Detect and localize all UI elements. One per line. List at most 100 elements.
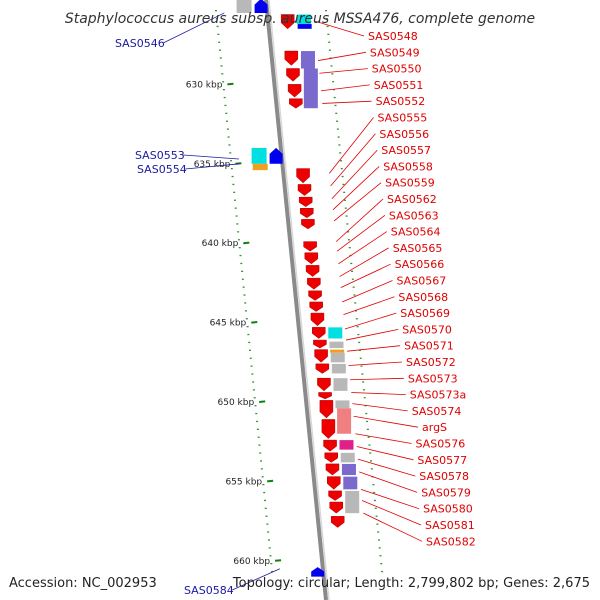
gene-label[interactable]: SAS0557 bbox=[381, 144, 431, 157]
gene-label[interactable]: SAS0548 bbox=[368, 30, 418, 43]
gene-label[interactable]: SAS0576 bbox=[416, 438, 466, 451]
gene-label-reverse[interactable]: SAS0553 bbox=[135, 149, 185, 162]
gene-label[interactable]: SAS0556 bbox=[379, 128, 429, 141]
gene-label[interactable]: SAS0581 bbox=[425, 519, 475, 532]
topology-text: Topology: circular; Length: 2,799,802 bp… bbox=[232, 576, 590, 591]
guide-dot bbox=[260, 460, 263, 462]
guide-dot bbox=[380, 563, 383, 565]
gene-label[interactable]: SAS0566 bbox=[395, 258, 445, 271]
label-leader bbox=[322, 100, 372, 104]
label-leader bbox=[329, 117, 374, 174]
guide-dot bbox=[230, 160, 233, 162]
guide-dot bbox=[262, 484, 265, 486]
guide-dot bbox=[269, 555, 272, 557]
gene-arrow bbox=[319, 400, 334, 419]
guide-dot bbox=[334, 104, 337, 107]
gene-label[interactable]: SAS0582 bbox=[426, 535, 476, 548]
gene-label[interactable]: SAS0552 bbox=[376, 95, 426, 108]
guide-dot bbox=[227, 136, 230, 138]
gene-arrow bbox=[308, 290, 322, 301]
guide-dot bbox=[258, 444, 261, 446]
label-leader bbox=[339, 247, 389, 277]
guide-dot bbox=[236, 223, 239, 225]
gene-arrow bbox=[300, 208, 314, 219]
guide-dot bbox=[215, 17, 218, 20]
cog-block bbox=[341, 463, 356, 476]
guide-dot bbox=[357, 333, 360, 336]
gene-label[interactable]: SAS0568 bbox=[398, 291, 448, 304]
gene-label[interactable]: SAS0550 bbox=[372, 63, 422, 76]
gene-label[interactable]: SAS0578 bbox=[419, 470, 469, 483]
label-leader bbox=[343, 296, 395, 316]
guide-dot bbox=[264, 507, 267, 509]
gene-label[interactable]: SAS0558 bbox=[383, 160, 433, 173]
guide-dot bbox=[379, 555, 382, 557]
guide-dot bbox=[234, 207, 237, 209]
gene-label[interactable]: SAS0577 bbox=[417, 454, 467, 467]
guide-dot bbox=[351, 278, 354, 280]
gene-arrow bbox=[312, 327, 326, 339]
gene-label-reverse[interactable]: SAS0584 bbox=[184, 584, 234, 597]
guide-dot bbox=[343, 191, 346, 193]
gene-label[interactable]: SAS0569 bbox=[400, 307, 450, 320]
cog-block bbox=[330, 352, 345, 363]
kbp-tick bbox=[259, 400, 266, 403]
guide-dot bbox=[232, 183, 235, 186]
guide-dot bbox=[368, 444, 371, 446]
gene-label[interactable]: SAS0562 bbox=[387, 193, 437, 206]
gene-label[interactable]: SAS0579 bbox=[421, 486, 471, 499]
guide-dot bbox=[370, 468, 373, 470]
guide-dot bbox=[377, 531, 380, 533]
gene-label[interactable]: SAS0555 bbox=[378, 112, 428, 125]
gene-label[interactable]: argS bbox=[422, 421, 447, 434]
guide-dot bbox=[340, 160, 343, 162]
label-leader bbox=[357, 458, 416, 477]
gene-label[interactable]: SAS0565 bbox=[393, 242, 443, 255]
gene-label[interactable]: SAS0573 bbox=[408, 372, 458, 385]
kbp-tick-label: 650 kbp bbox=[218, 398, 255, 408]
gene-label[interactable]: SAS0573a bbox=[410, 389, 466, 402]
gene-arrow bbox=[280, 14, 295, 30]
label-leader bbox=[360, 488, 420, 510]
gene-label[interactable]: SAS0580 bbox=[423, 503, 473, 516]
guide-dot bbox=[220, 65, 223, 67]
guide-dot bbox=[354, 302, 357, 304]
label-leader bbox=[356, 446, 414, 461]
guide-dot bbox=[378, 547, 381, 549]
label-leader bbox=[359, 471, 418, 493]
gene-arrow bbox=[286, 68, 300, 82]
gene-label[interactable]: SAS0571 bbox=[404, 340, 454, 353]
gene-label[interactable]: SAS0574 bbox=[412, 405, 462, 418]
guide-dot bbox=[267, 531, 270, 533]
gene-label[interactable]: SAS0572 bbox=[406, 356, 456, 369]
guide-dot bbox=[217, 33, 220, 35]
kbp-axis: 630 kbp 635 kbp 640 kbp 645 kbp 650 kbp 655 k… bbox=[186, 80, 282, 567]
guide-dot bbox=[326, 25, 329, 28]
guide-dot bbox=[221, 73, 224, 75]
guide-dot bbox=[224, 104, 227, 107]
gene-label-reverse[interactable]: SAS0546 bbox=[115, 37, 165, 50]
gene-label[interactable]: SAS0549 bbox=[370, 46, 420, 59]
guide-dot bbox=[222, 89, 225, 91]
guide-dot bbox=[252, 389, 255, 391]
cog-block bbox=[343, 476, 358, 490]
guide-dot bbox=[348, 247, 351, 249]
gene-arrow bbox=[317, 377, 331, 392]
gene-label[interactable]: SAS0551 bbox=[374, 79, 424, 92]
guide-dot bbox=[327, 33, 330, 35]
guide-dot bbox=[350, 262, 353, 265]
gene-arrow-reverse bbox=[254, 0, 268, 13]
gene-label[interactable]: SAS0567 bbox=[397, 275, 447, 288]
gene-label[interactable]: SAS0570 bbox=[402, 323, 452, 336]
gene-label-reverse[interactable]: SAS0554 bbox=[137, 163, 187, 176]
gene-label[interactable]: SAS0559 bbox=[385, 177, 435, 190]
kbp-tick-label: 635 kbp bbox=[194, 160, 231, 170]
guide-dot bbox=[238, 247, 241, 249]
guide-dot bbox=[341, 175, 344, 178]
gene-label[interactable]: SAS0563 bbox=[389, 209, 439, 222]
gene-arrow bbox=[310, 312, 325, 327]
gene-track bbox=[254, 0, 345, 577]
gene-label[interactable]: SAS0564 bbox=[391, 226, 441, 239]
guide-dot bbox=[241, 278, 244, 280]
kbp-tick bbox=[274, 559, 282, 562]
